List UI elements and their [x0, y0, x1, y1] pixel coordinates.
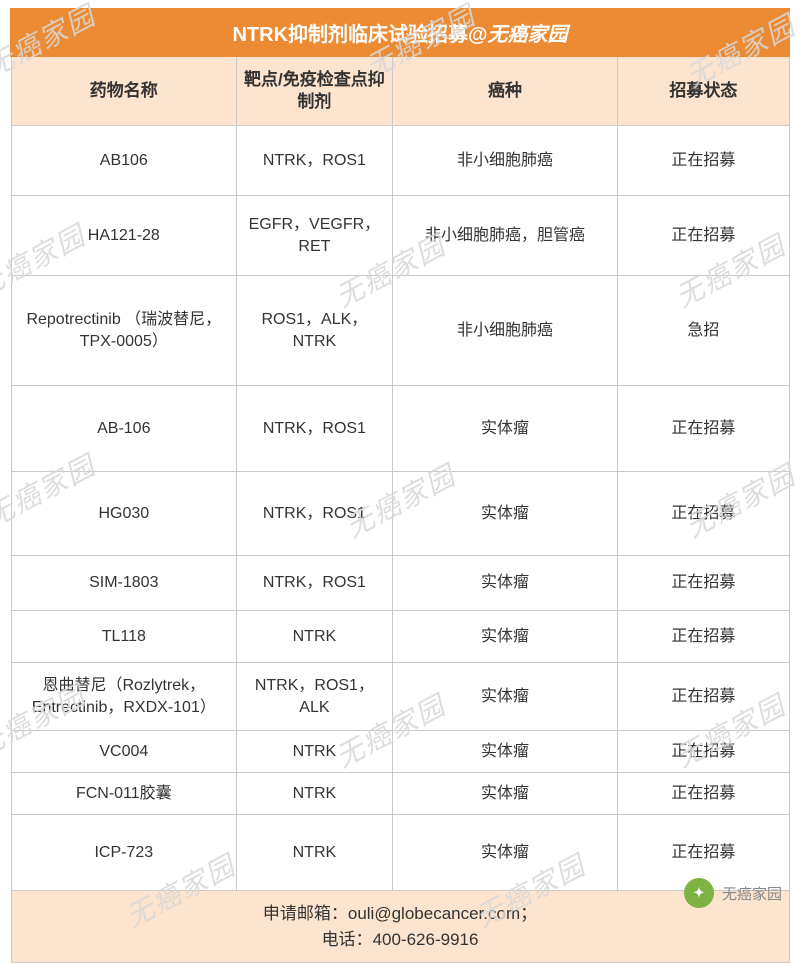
cell-3-3: 正在招募: [618, 386, 789, 472]
cell-6-1: NTRK: [237, 611, 393, 663]
title-row: NTRK抑制剂临床试验招募@无癌家园: [11, 9, 789, 56]
cell-1-1: EGFR，VEGFR，RET: [237, 196, 393, 276]
cell-8-0: VC004: [11, 731, 237, 773]
table-row: SIM-1803NTRK，ROS1实体瘤正在招募: [11, 556, 789, 611]
table-row: 恩曲替尼（Rozlytrek，Entrectinib，RXDX-101）NTRK…: [11, 663, 789, 731]
cell-0-0: AB106: [11, 126, 237, 196]
table-row: AB-106NTRK，ROS1实体瘤正在招募: [11, 386, 789, 472]
cell-9-1: NTRK: [237, 773, 393, 815]
cell-5-0: SIM-1803: [11, 556, 237, 611]
email-value: ouli@globecancer.com；: [348, 904, 537, 923]
cell-2-0: Repotrectinib （瑞波替尼，TPX-0005）: [11, 276, 237, 386]
cell-7-0: 恩曲替尼（Rozlytrek，Entrectinib，RXDX-101）: [11, 663, 237, 731]
table-row: ICP-723NTRK实体瘤正在招募: [11, 815, 789, 891]
table-container: NTRK抑制剂临床试验招募@无癌家园 药物名称靶点/免疫检查点抑制剂癌种招募状态…: [0, 0, 800, 963]
table-row: HA121-28EGFR，VEGFR，RET非小细胞肺癌，胆管癌正在招募: [11, 196, 789, 276]
title-main: NTRK抑制剂临床试验招募: [232, 24, 468, 46]
cell-6-3: 正在招募: [618, 611, 789, 663]
cell-4-3: 正在招募: [618, 472, 789, 556]
cell-10-0: ICP-723: [11, 815, 237, 891]
cell-2-1: ROS1，ALK，NTRK: [237, 276, 393, 386]
email-label: 申请邮箱：: [263, 904, 348, 923]
cell-1-3: 正在招募: [618, 196, 789, 276]
cell-3-0: AB-106: [11, 386, 237, 472]
col-header-3: 招募状态: [618, 56, 789, 126]
cell-6-2: 实体瘤: [392, 611, 618, 663]
cell-0-1: NTRK，ROS1: [237, 126, 393, 196]
bottom-brand: ✦ 无癌家园: [684, 878, 782, 908]
cell-5-2: 实体瘤: [392, 556, 618, 611]
header-row: 药物名称靶点/免疫检查点抑制剂癌种招募状态: [11, 56, 789, 126]
cell-9-3: 正在招募: [618, 773, 789, 815]
cell-5-3: 正在招募: [618, 556, 789, 611]
table-row: HG030NTRK，ROS1实体瘤正在招募: [11, 472, 789, 556]
col-header-2: 癌种: [392, 56, 618, 126]
footer-row: 申请邮箱：ouli@globecancer.com； 电话：400-626-99…: [11, 891, 789, 963]
phone-label: 电话：: [322, 930, 373, 949]
cell-5-1: NTRK，ROS1: [237, 556, 393, 611]
cell-7-1: NTRK，ROS1，ALK: [237, 663, 393, 731]
title-sep: @: [468, 24, 488, 46]
cell-4-2: 实体瘤: [392, 472, 618, 556]
cell-9-0: FCN-011胶囊: [11, 773, 237, 815]
col-header-1: 靶点/免疫检查点抑制剂: [237, 56, 393, 126]
cell-9-2: 实体瘤: [392, 773, 618, 815]
cell-10-1: NTRK: [237, 815, 393, 891]
cell-3-1: NTRK，ROS1: [237, 386, 393, 472]
cell-7-2: 实体瘤: [392, 663, 618, 731]
cell-1-2: 非小细胞肺癌，胆管癌: [392, 196, 618, 276]
brand-logo-icon: ✦: [684, 878, 714, 908]
phone-value: 400-626-9916: [373, 930, 479, 949]
cell-1-0: HA121-28: [11, 196, 237, 276]
table-row: FCN-011胶囊NTRK实体瘤正在招募: [11, 773, 789, 815]
table-row: VC004NTRK实体瘤正在招募: [11, 731, 789, 773]
table-row: Repotrectinib （瑞波替尼，TPX-0005）ROS1，ALK，NT…: [11, 276, 789, 386]
clinical-trials-table: NTRK抑制剂临床试验招募@无癌家园 药物名称靶点/免疫检查点抑制剂癌种招募状态…: [10, 8, 790, 963]
cell-8-3: 正在招募: [618, 731, 789, 773]
table-row: TL118NTRK实体瘤正在招募: [11, 611, 789, 663]
cell-8-1: NTRK: [237, 731, 393, 773]
cell-3-2: 实体瘤: [392, 386, 618, 472]
cell-2-2: 非小细胞肺癌: [392, 276, 618, 386]
cell-6-0: TL118: [11, 611, 237, 663]
cell-4-0: HG030: [11, 472, 237, 556]
cell-2-3: 急招: [618, 276, 789, 386]
cell-0-3: 正在招募: [618, 126, 789, 196]
cell-10-2: 实体瘤: [392, 815, 618, 891]
cell-4-1: NTRK，ROS1: [237, 472, 393, 556]
title-brand: 无癌家园: [488, 24, 568, 46]
brand-text: 无癌家园: [722, 883, 782, 904]
cell-0-2: 非小细胞肺癌: [392, 126, 618, 196]
table-body: AB106NTRK，ROS1非小细胞肺癌正在招募HA121-28EGFR，VEG…: [11, 126, 789, 891]
col-header-0: 药物名称: [11, 56, 237, 126]
cell-8-2: 实体瘤: [392, 731, 618, 773]
cell-7-3: 正在招募: [618, 663, 789, 731]
table-row: AB106NTRK，ROS1非小细胞肺癌正在招募: [11, 126, 789, 196]
